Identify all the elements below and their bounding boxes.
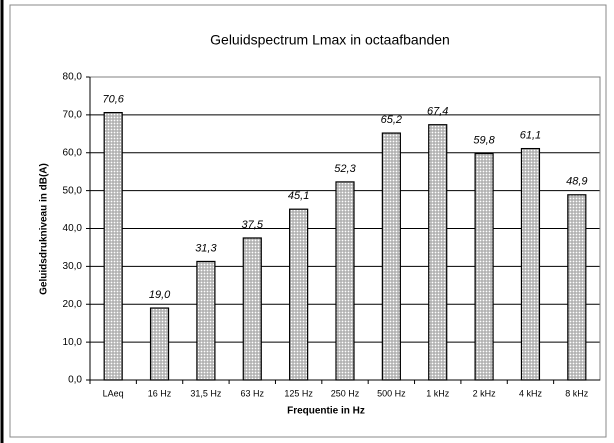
x-tick-label: 250 Hz	[331, 388, 360, 398]
x-axis-label: Frequentie in Hz	[287, 406, 365, 417]
bar	[103, 112, 123, 381]
x-tick-label: 1 kHz	[426, 388, 450, 398]
value-label: 19,0	[149, 289, 171, 301]
y-tick-label: 10,0	[63, 337, 83, 348]
value-label: 67,4	[427, 106, 448, 118]
y-axis-label: Geluidsdrukniveau in dB(A)	[39, 163, 50, 295]
value-label: 65,2	[381, 114, 402, 126]
chart-title: Geluidspectrum Lmax in octaafbanden	[210, 32, 450, 48]
y-tick-label: 60,0	[63, 147, 83, 158]
chart-frame	[9, 4, 607, 438]
bar	[335, 181, 355, 381]
bar	[474, 152, 494, 381]
x-tick-label: 16 Hz	[148, 388, 172, 398]
bar	[196, 260, 216, 381]
y-tick-label: 30,0	[63, 261, 83, 272]
y-tick-label: 40,0	[63, 223, 83, 234]
bar	[381, 132, 401, 381]
y-tick-label: 50,0	[63, 185, 83, 196]
value-label: 37,5	[242, 219, 264, 231]
value-label: 31,3	[195, 242, 217, 254]
x-tick-label: 63 Hz	[241, 388, 265, 398]
x-tick-label: 125 Hz	[284, 388, 313, 398]
value-label: 59,8	[473, 134, 495, 146]
bar	[567, 194, 587, 381]
x-tick-label: 8 kHz	[565, 388, 589, 398]
x-tick-label: LAeq	[103, 388, 124, 398]
x-tick-label: 2 kHz	[473, 388, 497, 398]
value-label: 70,6	[102, 94, 124, 106]
x-tick-label: 31,5 Hz	[190, 388, 222, 398]
y-tick-label: 20,0	[63, 299, 83, 310]
y-tick-label: 70,0	[63, 110, 83, 121]
y-tick-label: 80,0	[63, 72, 83, 83]
bar	[520, 147, 541, 381]
bar	[428, 124, 448, 381]
value-label: 61,1	[520, 129, 541, 141]
value-label: 45,1	[288, 190, 309, 202]
x-tick-label: 4 kHz	[519, 388, 543, 398]
value-label: 52,3	[334, 163, 356, 175]
bar	[289, 208, 309, 381]
bar	[242, 237, 262, 381]
x-tick-label: 500 Hz	[377, 388, 406, 398]
bar	[149, 307, 170, 381]
value-label: 48,9	[566, 176, 587, 188]
y-tick-label: 0,0	[68, 375, 82, 386]
